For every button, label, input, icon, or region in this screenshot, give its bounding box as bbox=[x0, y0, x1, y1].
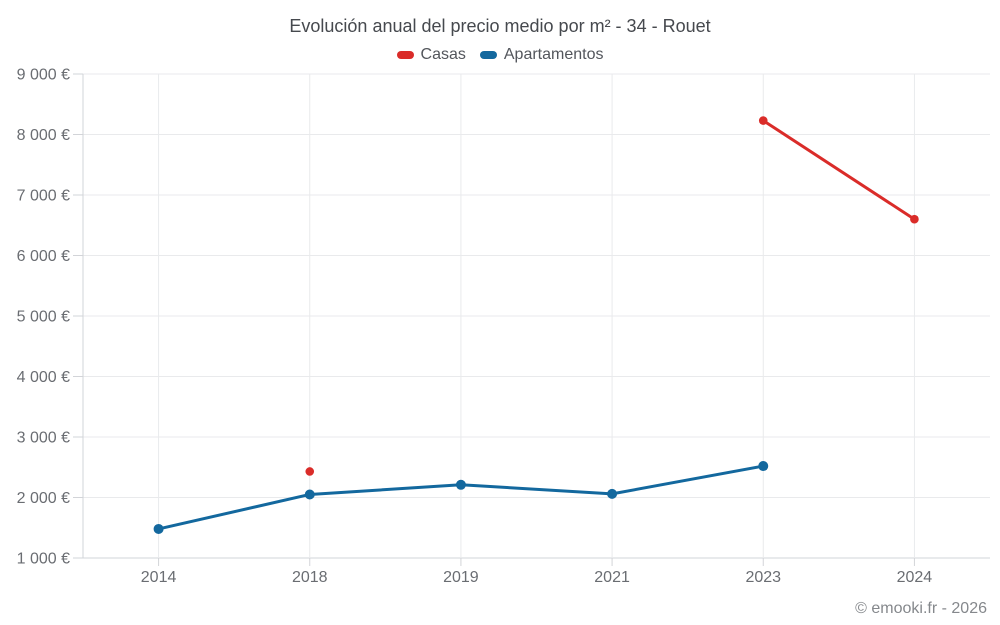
x-axis-label: 2014 bbox=[141, 569, 177, 586]
y-axis-label: 4 000 € bbox=[17, 369, 70, 386]
x-axis-label: 2023 bbox=[745, 569, 781, 586]
legend-item-casas[interactable]: Casas bbox=[396, 44, 466, 66]
point-apartamentos-2019[interactable] bbox=[455, 479, 466, 490]
y-axis-label: 8 000 € bbox=[17, 127, 70, 144]
point-casas-2024[interactable] bbox=[910, 214, 919, 224]
point-apartamentos-2021[interactable] bbox=[607, 488, 618, 499]
y-axis-label: 3 000 € bbox=[17, 430, 70, 447]
x-axis-label: 2018 bbox=[292, 569, 328, 586]
chart-title: Evolución anual del precio medio por m² … bbox=[289, 16, 711, 36]
point-apartamentos-2014[interactable] bbox=[153, 523, 164, 534]
legend-label-apartamentos: Apartamentos bbox=[503, 46, 604, 63]
legend-item-apartamentos[interactable]: Apartamentos bbox=[479, 44, 604, 66]
y-axis-label: 9 000 € bbox=[17, 67, 70, 84]
y-axis-label: 6 000 € bbox=[17, 248, 70, 265]
legend-swatch-apartamentos bbox=[479, 51, 497, 59]
legend-label-casas: Casas bbox=[420, 46, 466, 63]
x-axis-label: 2021 bbox=[594, 569, 630, 586]
x-axis-label: 2019 bbox=[443, 569, 479, 586]
legend-swatch-casas bbox=[396, 51, 414, 59]
series-line-casas bbox=[761, 119, 916, 221]
point-casas-2018[interactable] bbox=[305, 467, 315, 476]
y-axis-label: 1 000 € bbox=[17, 551, 70, 568]
x-axis-label: 2024 bbox=[897, 569, 933, 586]
y-axis-label: 2 000 € bbox=[17, 490, 70, 507]
copyright-credit: © emooki.fr - 2026 bbox=[855, 600, 987, 617]
chart-legend: Casas Apartamentos bbox=[0, 44, 1000, 66]
point-apartamentos-2018[interactable] bbox=[304, 489, 315, 500]
y-axis-label: 5 000 € bbox=[17, 309, 70, 326]
point-apartamentos-2023[interactable] bbox=[758, 461, 769, 472]
point-casas-2023[interactable] bbox=[758, 116, 768, 125]
y-axis-label: 7 000 € bbox=[17, 188, 70, 205]
